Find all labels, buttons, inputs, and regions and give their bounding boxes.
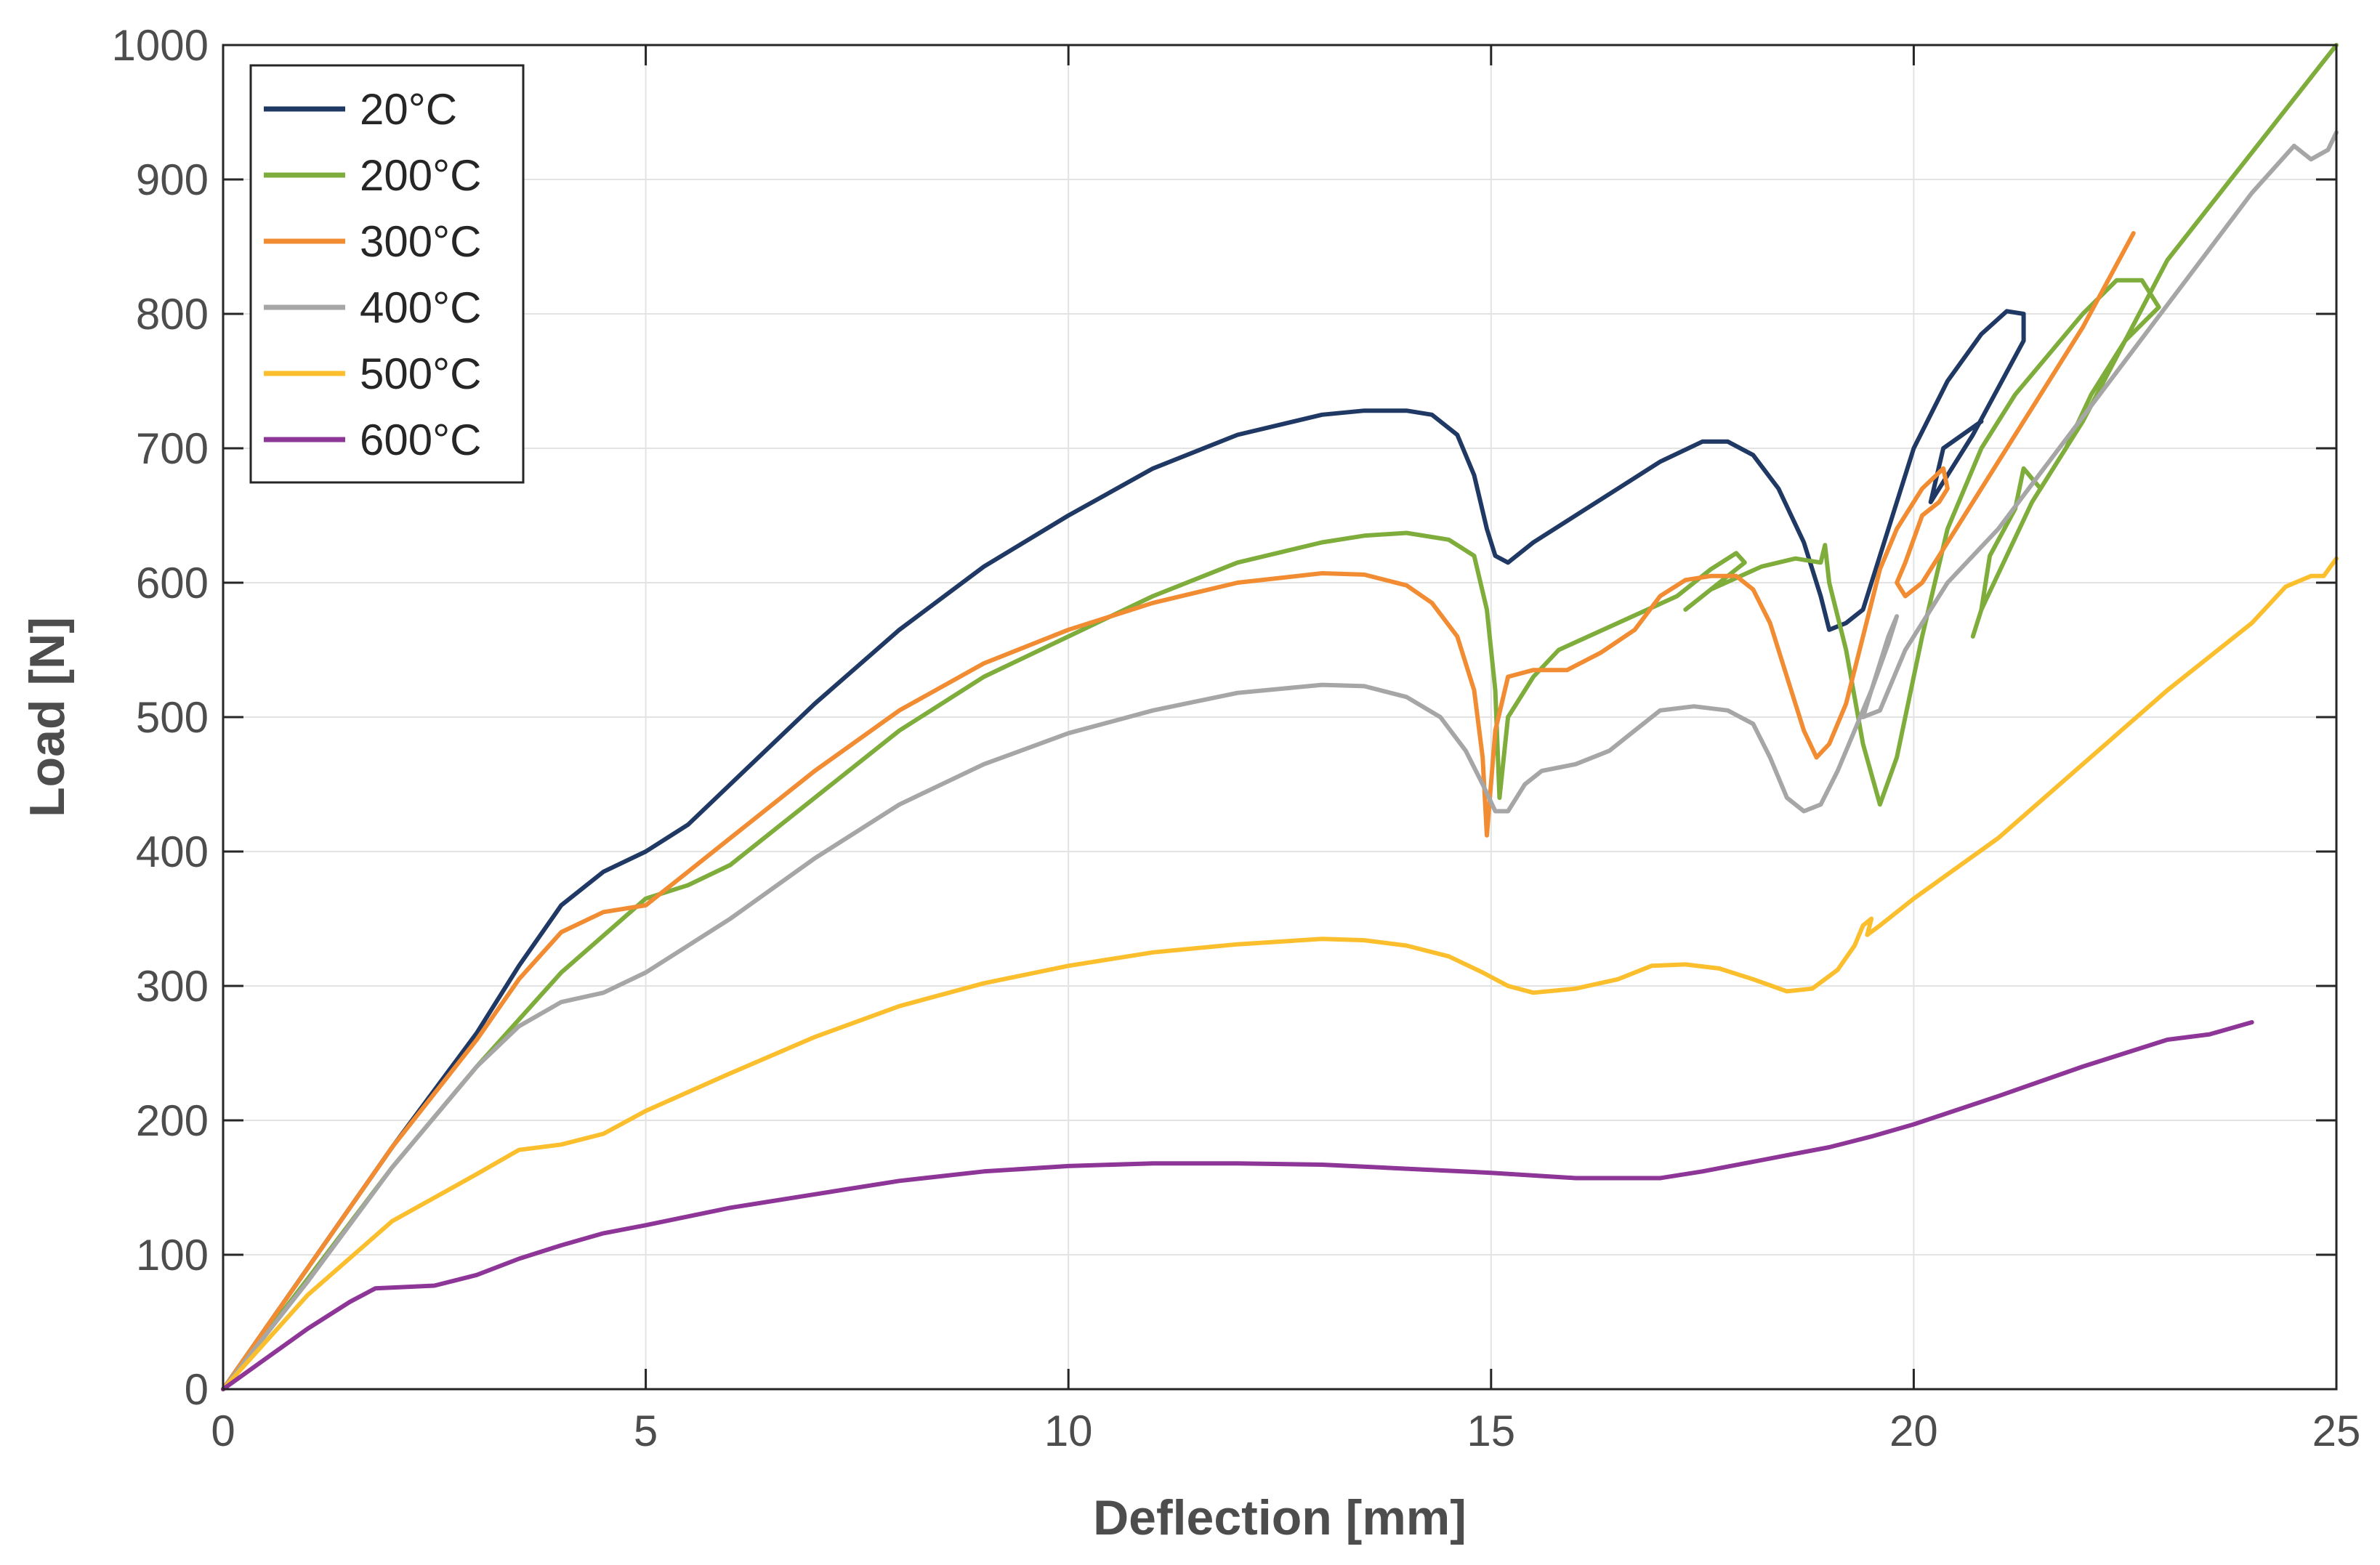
series-line-5: [221, 1020, 2254, 1391]
y-axis-label: Load [N]: [20, 617, 75, 817]
series-lines: [221, 43, 2339, 1391]
y-tick-label: 800: [136, 290, 209, 339]
legend-label: 300°C: [360, 217, 481, 266]
legend-label: 600°C: [360, 416, 481, 464]
x-tick-label: 5: [634, 1407, 658, 1455]
y-tick-label: 600: [136, 559, 209, 607]
y-tick-label: 1000: [112, 21, 209, 70]
legend-label: 500°C: [360, 349, 481, 398]
legend-box: [249, 64, 525, 484]
x-axis-label: Deflection [mm]: [1093, 1490, 1467, 1545]
series-line-3: [221, 130, 2339, 1391]
series-line-4: [221, 556, 2339, 1391]
x-tick-label: 15: [1467, 1407, 1515, 1455]
y-tick-label: 500: [136, 693, 209, 742]
y-tick-label: 0: [185, 1365, 209, 1414]
y-tick-label: 100: [136, 1231, 209, 1279]
y-tick-label: 400: [136, 828, 209, 876]
y-tick-label: 700: [136, 424, 209, 473]
y-tick-label: 300: [136, 962, 209, 1011]
x-tick-label: 25: [2312, 1407, 2361, 1455]
legend: 20°C 200°C 300°C 400°C 500°C 600°C: [249, 64, 525, 484]
series-line-2: [221, 231, 2136, 1391]
series-line-0: [221, 309, 2026, 1391]
y-tick-label: 900: [136, 155, 209, 204]
y-axis-ticks: 0 100 200 300 400 500 600 700 800 900 1000: [112, 21, 2336, 1414]
legend-label: 200°C: [360, 151, 481, 200]
grid: [222, 44, 2337, 1390]
x-tick-label: 20: [1889, 1407, 1938, 1455]
y-tick-label: 200: [136, 1096, 209, 1145]
x-axis-ticks: 0 5 10 15 20 25: [211, 45, 2360, 1455]
legend-label: 400°C: [360, 283, 481, 332]
x-tick-label: 0: [211, 1407, 235, 1455]
x-tick-label: 10: [1044, 1407, 1093, 1455]
legend-label: 20°C: [360, 85, 457, 134]
